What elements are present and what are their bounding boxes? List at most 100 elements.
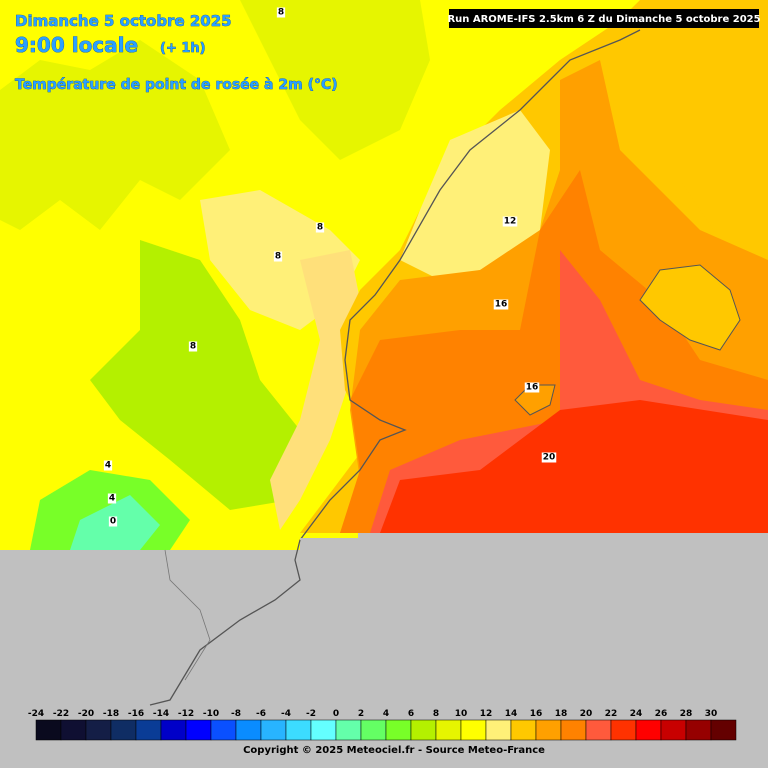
legend-swatch <box>210 719 237 741</box>
legend-swatch <box>310 719 337 741</box>
legend-swatch <box>285 719 312 741</box>
copyright: Copyright © 2025 Meteociel.fr - Source M… <box>243 745 545 756</box>
legend-swatch <box>35 719 62 741</box>
legend-label: -10 <box>203 709 219 719</box>
legend-swatch <box>235 719 262 741</box>
legend-label: -4 <box>281 709 291 719</box>
legend-label: -18 <box>103 709 119 719</box>
contour-label: 8 <box>275 252 281 262</box>
legend-swatch <box>335 719 362 741</box>
legend-swatch <box>485 719 512 741</box>
legend-label: 16 <box>530 709 543 719</box>
legend-swatch <box>85 719 112 741</box>
island <box>639 264 741 351</box>
contour-label: 16 <box>526 383 539 393</box>
legend-label: -12 <box>178 709 194 719</box>
field-patch <box>270 250 360 530</box>
legend-label: -8 <box>231 709 241 719</box>
legend-swatch <box>60 719 87 741</box>
contour-label: 4 <box>105 461 111 471</box>
coastline <box>149 539 301 706</box>
legend-swatch <box>660 719 687 741</box>
contour-label-bg <box>107 493 117 504</box>
legend-swatch <box>685 719 712 741</box>
legend-label: 0 <box>333 709 339 719</box>
contour-label: 8 <box>278 8 284 18</box>
contour-label-bg <box>315 222 325 233</box>
legend-label: 4 <box>383 709 389 719</box>
contour-label-bg <box>276 7 286 18</box>
time-title: 9:00 locale <box>15 33 138 57</box>
legend-swatch <box>110 719 137 741</box>
legend-swatch <box>360 719 387 741</box>
coastline <box>299 29 641 541</box>
run-info: Run AROME-IFS 2.5km 6 Z du Dimanche 5 oc… <box>447 14 760 25</box>
legend-label: 28 <box>680 709 693 719</box>
contour-label-bg <box>524 382 540 393</box>
legend-label: 22 <box>605 709 618 719</box>
legend-swatch <box>635 719 662 741</box>
legend-label: 8 <box>433 709 439 719</box>
legend-swatch <box>460 719 487 741</box>
legend-label: 24 <box>630 709 643 719</box>
sea-field <box>380 400 768 533</box>
legend-label: -24 <box>28 709 44 719</box>
field-patch <box>240 0 430 160</box>
legend-swatch <box>185 719 212 741</box>
legend-label: 30 <box>705 709 718 719</box>
contour-label-bg <box>493 299 509 310</box>
legend-swatch <box>560 719 587 741</box>
legend-swatch <box>585 719 612 741</box>
no-data-area <box>0 533 768 768</box>
legend-label: 14 <box>505 709 518 719</box>
contour-label: 16 <box>495 300 508 310</box>
legend-label: 10 <box>455 709 468 719</box>
contour-label: 4 <box>109 494 115 504</box>
legend-label: 2 <box>358 709 364 719</box>
legend-label: 26 <box>655 709 668 719</box>
run-box <box>449 9 759 28</box>
field-patch <box>90 240 300 510</box>
legend-swatch <box>135 719 162 741</box>
legend-label: 20 <box>580 709 593 719</box>
legend-label: 18 <box>555 709 568 719</box>
contour-label: 0 <box>110 517 116 527</box>
color-legend: -24 -22 -20 -18 -16 -14 -12 -10 -8 -6 -4 -2 0 2 4 6 8 10 1… <box>28 709 737 741</box>
contour-label-bg <box>502 216 518 227</box>
legend-label: -20 <box>78 709 94 719</box>
sea-field <box>640 20 768 280</box>
legend-swatch <box>160 719 187 741</box>
border <box>164 549 211 681</box>
contour-label-bg <box>188 341 198 352</box>
contour-label: 20 <box>543 453 556 463</box>
date-title: Dimanche 5 octobre 2025 <box>15 12 232 30</box>
legend-label: 12 <box>480 709 493 719</box>
legend-swatch <box>385 719 412 741</box>
contour-labels: 8 8 8 8 12 16 16 20 4 4 0 <box>103 7 557 527</box>
legend-swatch <box>710 719 737 741</box>
legend-swatch <box>510 719 537 741</box>
legend-label: -22 <box>53 709 69 719</box>
contour-label-bg <box>108 516 118 527</box>
contour-label: 12 <box>504 217 517 227</box>
legend-swatch <box>435 719 462 741</box>
legend-swatch <box>410 719 437 741</box>
legend-label: -6 <box>256 709 266 719</box>
legend-label: -14 <box>153 709 169 719</box>
contour-label: 8 <box>190 342 196 352</box>
contour-label-bg <box>103 460 113 471</box>
legend-label: -2 <box>306 709 316 719</box>
legend-label: -16 <box>128 709 144 719</box>
contour-label-bg <box>541 452 557 463</box>
legend-swatch <box>260 719 287 741</box>
legend-swatch <box>535 719 562 741</box>
legend-swatch <box>610 719 637 741</box>
contour-label-bg <box>273 251 283 262</box>
legend-label: 6 <box>408 709 414 719</box>
contour-label: 8 <box>317 223 323 233</box>
sea-field <box>400 110 550 280</box>
field-title: Température de point de rosée à 2m (°C) <box>15 77 338 93</box>
field-patch <box>0 40 230 230</box>
lead-time: (+ 1h) <box>160 41 206 56</box>
